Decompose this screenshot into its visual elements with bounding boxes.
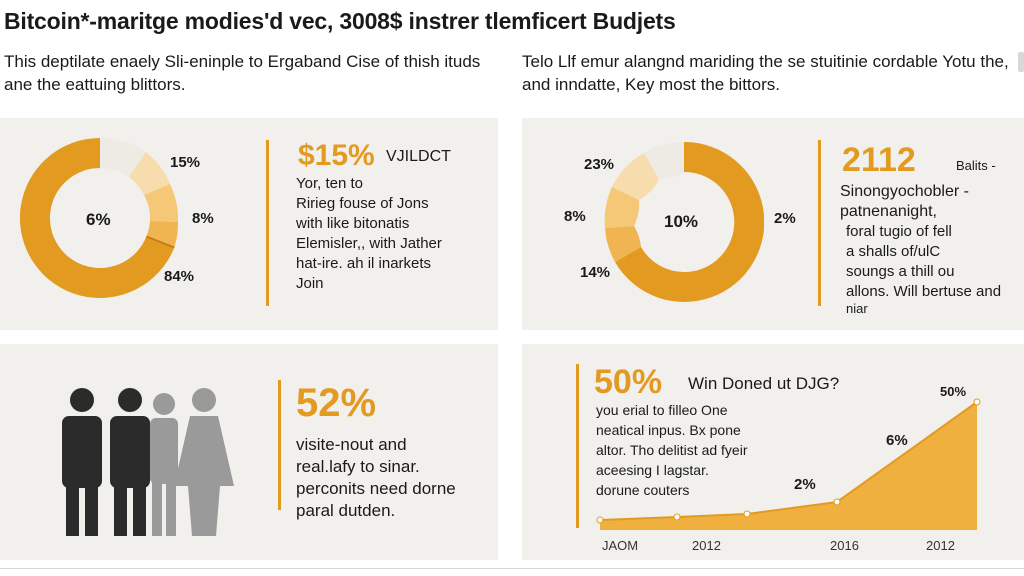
body-line: Join [296, 275, 324, 292]
body-line: visite-nout and [296, 435, 407, 454]
panel-body: Sinongyochobler - patnenanight, foral tu… [840, 182, 1001, 316]
x-axis-label: 2016 [830, 538, 859, 553]
body-line: soungs a thill ou [846, 263, 955, 280]
body-line: Ririeg fouse of Jons [296, 195, 429, 212]
donut-label-2: 8% [192, 210, 214, 227]
panel-top-right: 10% 23% 8% 14% 2% 2112 Balits - Sinongyo… [522, 118, 1024, 330]
divider-bar [576, 364, 579, 528]
body-line: foral tugio of fell [846, 223, 952, 240]
donut-label-2: 8% [564, 208, 586, 225]
page-title: Bitcoin*-maritge modies'd vec, 3008$ ins… [4, 8, 676, 34]
chart-point [833, 498, 841, 506]
donut-segment-c [144, 184, 179, 222]
divider-bar [278, 380, 281, 510]
footer-divider [0, 568, 1024, 569]
donut-segment-b [604, 187, 640, 228]
chart-label: 6% [886, 432, 908, 449]
donut-segment-b [129, 152, 170, 195]
donut-label-4: 2% [774, 210, 796, 227]
donut-label-1: 23% [584, 156, 615, 173]
donut-chart-left [20, 138, 179, 298]
donut-segment-main [20, 138, 175, 298]
body-line: dorune couters [596, 482, 690, 498]
x-axis-label: JAOM [602, 538, 639, 553]
donut-label-3: 14% [580, 264, 611, 281]
x-axis-label: 2012 [692, 538, 721, 553]
headline-side: Win Doned ut DJG? [688, 374, 840, 393]
body-line: allons. Will bertuse and [846, 283, 1002, 300]
body-line: paral dutden. [296, 501, 396, 520]
donut-segment-c [612, 153, 659, 200]
body-line: with like bitonatis [296, 215, 410, 232]
chart-point [973, 398, 981, 406]
body-line: a shalls of/ulC [846, 243, 941, 260]
body-line: hat-ire. ah il inarkets [296, 255, 432, 272]
panel-body: Yor, ten to Ririeg fouse of Jons with li… [296, 174, 442, 294]
chart-label: 2% [794, 476, 816, 493]
growth-area-chart [596, 398, 981, 530]
donut-segment-a [605, 226, 641, 262]
body-line: real.lafy to sinar. [296, 457, 420, 476]
body-line: niar [846, 301, 868, 316]
panel-bottom-left: 52% visite-nout and real.lafy to sinar. … [0, 344, 498, 560]
intro-left: This deptilate enaely Sli-eninple to Erg… [4, 52, 481, 94]
donut-label-3: 84% [164, 268, 195, 285]
body-line: Yor, ten to [296, 175, 364, 192]
donut-segment-d [644, 142, 684, 179]
body-line: neatical inpus. Bx pone [596, 422, 741, 438]
divider-bar [266, 140, 269, 306]
body-line: Elemisler,, with Jather [296, 235, 442, 252]
body-line: perconits need dorne [296, 479, 456, 498]
x-axis-label: 2012 [926, 538, 955, 553]
headline-number: 2112 [842, 141, 916, 179]
headline-side: Balits - [956, 158, 996, 173]
chart-point [596, 516, 604, 524]
chart-point [673, 513, 681, 521]
body-line: altor. Tho delitist ad fyeir [596, 442, 748, 458]
donut-segment-a [100, 138, 146, 177]
chart-point [743, 510, 751, 518]
panel-top-left: 6% 15% 8% 84% $15% VJILDCT Yor, ten to R… [0, 118, 498, 330]
body-line: Sinongyochobler - [840, 183, 969, 200]
intro-right: Telo Llf emur alangnd mariding the se st… [522, 52, 1009, 94]
area-fill [600, 402, 977, 530]
donut-center-label: 6% [86, 210, 111, 229]
panel-body: you erial to filleo One neatical inpus. … [596, 400, 747, 500]
body-line: aceesing I lagstar. [596, 462, 709, 478]
headline-number: 52% [296, 381, 377, 425]
people-group-icon [62, 388, 234, 536]
body-line: you erial to filleo One [596, 402, 728, 418]
donut-center-label: 10% [664, 212, 699, 231]
headline-number: $15% [298, 139, 375, 172]
panel-bottom-right: 50% Win Doned ut DJG? you erial to fille… [522, 344, 1024, 560]
scroll-tab[interactable] [1018, 52, 1024, 72]
headline-number: 50% [594, 363, 663, 401]
donut-segment-main [615, 142, 764, 302]
donut-segment-d [146, 221, 179, 248]
chart-label: 50% [940, 384, 967, 399]
headline-side: VJILDCT [386, 148, 451, 165]
donut-label-1: 15% [170, 154, 201, 171]
body-line: patnenanight, [840, 203, 937, 220]
divider-bar [818, 140, 821, 306]
panel-body: visite-nout and real.lafy to sinar. perc… [296, 434, 456, 522]
donut-chart-right [604, 142, 764, 302]
